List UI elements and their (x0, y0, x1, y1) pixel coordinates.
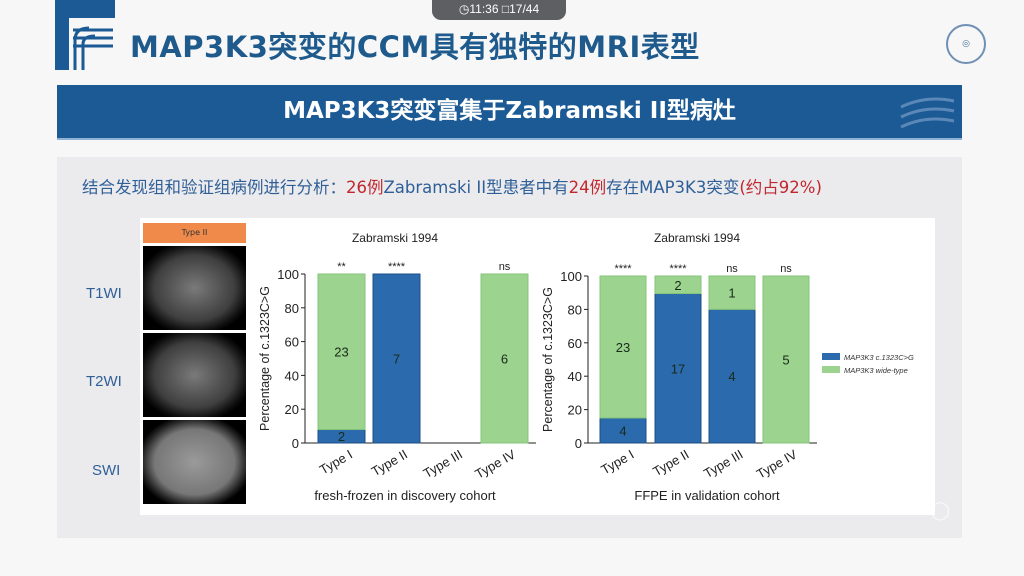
chart-title: Zabramski 1994 (654, 231, 740, 245)
summary-text: 结合发现组和验证组病例进行分析：26例Zabramski II型患者中有24例存… (82, 174, 822, 198)
y-tick-label: 40 (568, 369, 582, 384)
bar-wildtype (654, 275, 702, 295)
wave-decoration-icon (900, 97, 955, 129)
y-tick-label: 80 (285, 301, 299, 316)
y-tick-label: 60 (568, 336, 582, 351)
clock-icon: ◷ (458, 2, 470, 16)
mri-label-t2wi: T2WI (86, 373, 122, 390)
university-seal-icon: ◎ (946, 24, 986, 64)
significance-label: ns (726, 263, 738, 275)
bar-count-label: 7 (393, 352, 400, 367)
x-tick-label: Type II (369, 447, 410, 480)
y-axis-label: Percentage of c.1323C>G (258, 286, 272, 431)
x-tick-label: Type II (650, 447, 691, 480)
summary-mutation: 存在MAP3K3突变 (606, 178, 740, 197)
significance-label: **** (669, 263, 687, 275)
bar-mutant (599, 417, 647, 444)
bar-mutant (372, 273, 421, 444)
significance-label: **** (388, 261, 406, 273)
y-tick-label: 100 (560, 269, 582, 284)
bar-wildtype (317, 273, 366, 430)
legend-label: MAP3K3 wide-type (844, 366, 908, 375)
watermark-logo: ◯ (930, 500, 951, 521)
institution-logo-icon (55, 0, 115, 70)
mri-label-swi: SWI (92, 462, 121, 479)
summary-count-mutant: 24例 (568, 178, 607, 197)
section-banner: MAP3K3突变富集于Zabramski II型病灶 (57, 85, 962, 140)
significance-label: ns (780, 263, 792, 275)
y-tick-label: 0 (575, 436, 582, 451)
x-tick-label: Type IV (754, 446, 800, 481)
bar-wildtype (480, 273, 529, 444)
bar-count-label: 4 (728, 369, 735, 384)
bar-mutant (708, 308, 756, 444)
y-tick-label: 0 (292, 436, 299, 451)
bar-count-label: 4 (619, 423, 626, 438)
bar-count-label: 2 (338, 429, 345, 444)
status-page: 17/44 (509, 2, 540, 16)
bar-wildtype (708, 275, 756, 310)
y-tick-label: 60 (285, 335, 299, 350)
y-tick-label: 80 (568, 302, 582, 317)
x-tick-label: Type I (317, 447, 355, 478)
summary-percent: (约占92%) (739, 178, 822, 197)
significance-label: ** (337, 261, 346, 273)
y-tick-label: 20 (285, 402, 299, 417)
bar-count-label: 23 (616, 340, 630, 355)
x-tick-label: Type III (701, 447, 745, 481)
x-axis-label: fresh-frozen in discovery cohort (314, 488, 496, 503)
bar-wildtype (762, 275, 810, 444)
mri-image-t2wi (143, 333, 246, 417)
legend-swatch-wildtype (822, 366, 840, 373)
bar-count-label: 6 (501, 352, 508, 367)
summary-count-total: 26例 (346, 178, 384, 197)
x-tick-label: Type I (598, 447, 636, 478)
y-tick-label: 20 (568, 403, 582, 418)
bar-count-label: 23 (334, 345, 348, 360)
summary-mid: Zabramski II型患者中有 (383, 178, 569, 197)
y-tick-label: 40 (285, 368, 299, 383)
mri-image-t1wi (143, 246, 246, 330)
significance-label: ns (499, 261, 511, 273)
square-icon: □ (501, 2, 510, 16)
legend-swatch-mutant (822, 353, 840, 360)
bar-count-label: 1 (728, 286, 735, 301)
x-tick-label: Type IV (472, 446, 518, 481)
mri-image-swi (143, 420, 246, 504)
summary-prefix: 结合发现组和验证组病例进行分析： (82, 178, 346, 197)
page-title: MAP3K3突变的CCM具有独特的MRI表型 (130, 30, 700, 64)
banner-title: MAP3K3突变富集于Zabramski II型病灶 (283, 98, 736, 124)
chart-title: Zabramski 1994 (352, 231, 438, 245)
x-axis-label: FFPE in validation cohort (634, 488, 780, 503)
y-axis-label: Percentage of c.1323C>G (541, 287, 555, 432)
significance-label: **** (614, 263, 632, 275)
bar-count-label: 2 (674, 278, 681, 293)
status-time: 11:36 (469, 2, 499, 16)
status-pill: ◷11:36 □17/44 (432, 0, 566, 20)
legend-label: MAP3K3 c.1323C>G (844, 353, 914, 362)
bar-wildtype (599, 275, 647, 419)
mri-column-header: Type II (143, 223, 246, 243)
bar-count-label: 17 (671, 361, 685, 376)
mri-label-t1wi: T1WI (86, 285, 122, 302)
y-tick-label: 100 (277, 267, 299, 282)
bar-count-label: 5 (782, 353, 789, 368)
x-tick-label: Type III (421, 447, 465, 481)
